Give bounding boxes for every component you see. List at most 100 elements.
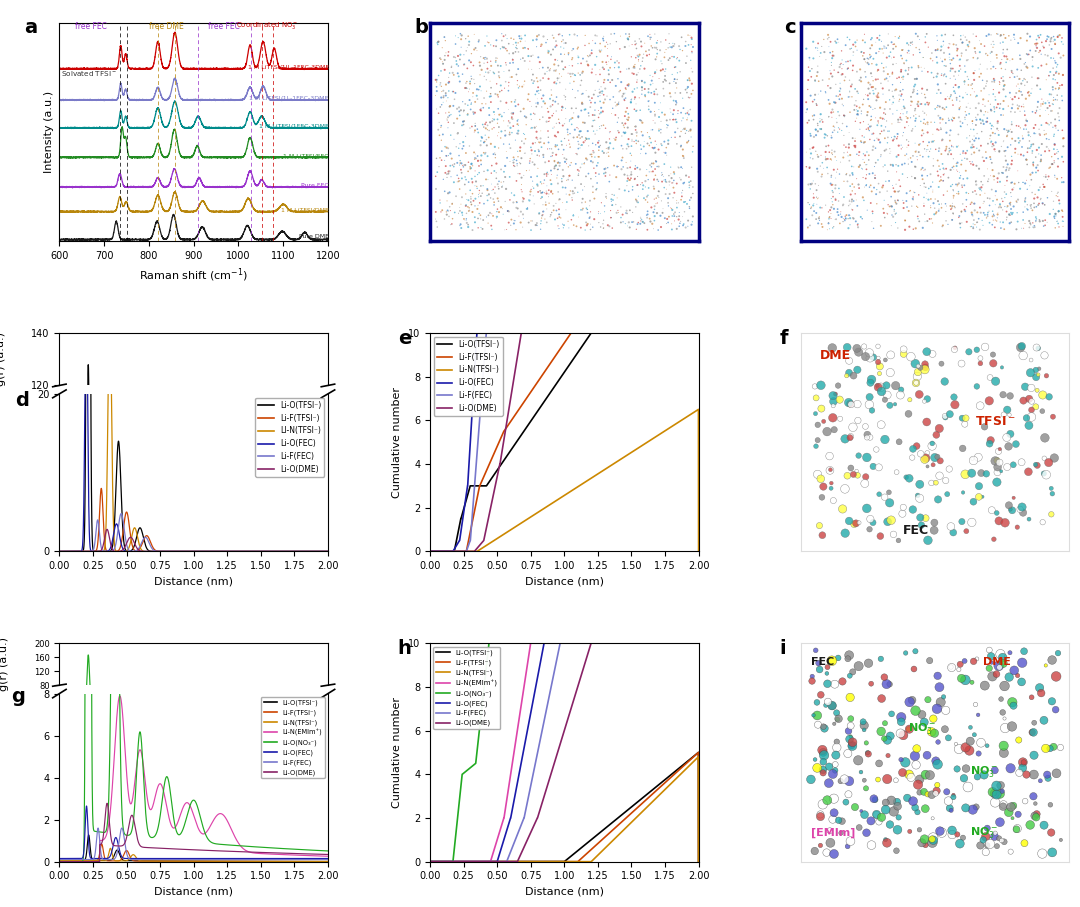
Point — [973, 213, 990, 228]
Point — [953, 46, 970, 61]
Point — [856, 476, 874, 491]
Point — [883, 51, 901, 65]
Point — [491, 42, 509, 56]
Point — [483, 177, 500, 191]
Point — [1023, 198, 1040, 212]
Point — [866, 133, 883, 148]
Point — [1022, 44, 1039, 58]
Point — [474, 117, 491, 132]
Point — [542, 62, 559, 76]
Point — [1048, 214, 1065, 229]
Point — [654, 63, 672, 77]
Point — [581, 210, 598, 225]
Point — [444, 158, 461, 172]
Point — [683, 113, 700, 128]
Point — [971, 143, 988, 158]
Point — [930, 109, 947, 123]
Point — [545, 57, 563, 72]
Point — [595, 213, 612, 228]
Point — [935, 45, 953, 60]
Point — [672, 85, 689, 100]
Point — [924, 833, 942, 847]
Point — [996, 711, 1013, 726]
Point — [685, 180, 702, 194]
Point — [481, 187, 498, 201]
Point — [665, 50, 683, 64]
Point — [486, 195, 503, 210]
Point — [935, 58, 953, 73]
Point — [1003, 719, 1021, 734]
Point — [858, 781, 875, 795]
Point — [855, 130, 873, 144]
Point — [467, 179, 484, 193]
Point — [935, 188, 953, 202]
Point — [504, 155, 522, 170]
Point — [433, 144, 450, 159]
Point — [1021, 418, 1038, 433]
Point — [888, 150, 905, 164]
Point — [941, 145, 958, 160]
Point — [895, 56, 913, 71]
Point — [555, 218, 572, 232]
Point — [620, 140, 637, 154]
Point — [504, 37, 522, 52]
Point — [907, 757, 924, 772]
Point — [1007, 105, 1024, 120]
Point — [877, 833, 894, 847]
Point — [481, 123, 498, 138]
Point — [476, 134, 494, 149]
Point — [546, 138, 564, 152]
Point — [636, 89, 653, 103]
Point — [842, 397, 860, 412]
Point — [510, 209, 527, 223]
Point — [1016, 379, 1034, 394]
Point — [886, 50, 903, 64]
Point — [548, 158, 565, 172]
Point — [477, 132, 495, 147]
Point — [627, 119, 645, 133]
Point — [932, 170, 949, 184]
Point — [999, 460, 1016, 474]
Point — [912, 179, 929, 193]
Point — [963, 114, 981, 129]
Point — [962, 720, 980, 735]
Point — [1037, 144, 1054, 159]
Point — [910, 33, 928, 47]
Point — [964, 654, 982, 668]
Text: NO$_3^-$: NO$_3^-$ — [908, 720, 936, 736]
Point — [462, 161, 480, 175]
Point — [991, 174, 1009, 189]
Point — [920, 150, 937, 164]
Point — [1026, 191, 1043, 206]
Point — [905, 662, 922, 677]
Point — [967, 110, 984, 124]
Point — [831, 122, 848, 136]
Point — [988, 475, 1005, 490]
Point — [1018, 46, 1036, 61]
Point — [639, 188, 657, 202]
Point — [643, 73, 660, 88]
Point — [579, 202, 596, 217]
Point — [508, 67, 525, 82]
Point — [509, 156, 526, 171]
Point — [665, 39, 683, 54]
Point — [1045, 739, 1063, 754]
Point — [862, 351, 879, 366]
Point — [440, 48, 457, 63]
Point — [927, 142, 944, 157]
Point — [845, 194, 862, 209]
Point — [998, 123, 1015, 138]
Point — [627, 136, 645, 151]
Point — [963, 205, 981, 219]
Point — [639, 85, 657, 100]
Point — [1010, 102, 1027, 116]
Point — [472, 189, 489, 203]
Point — [879, 124, 896, 139]
Point — [453, 28, 470, 43]
Point — [662, 200, 679, 215]
Point — [835, 138, 852, 152]
Point — [894, 500, 912, 514]
Point — [969, 107, 986, 122]
Point — [501, 127, 518, 141]
Point — [669, 200, 686, 215]
